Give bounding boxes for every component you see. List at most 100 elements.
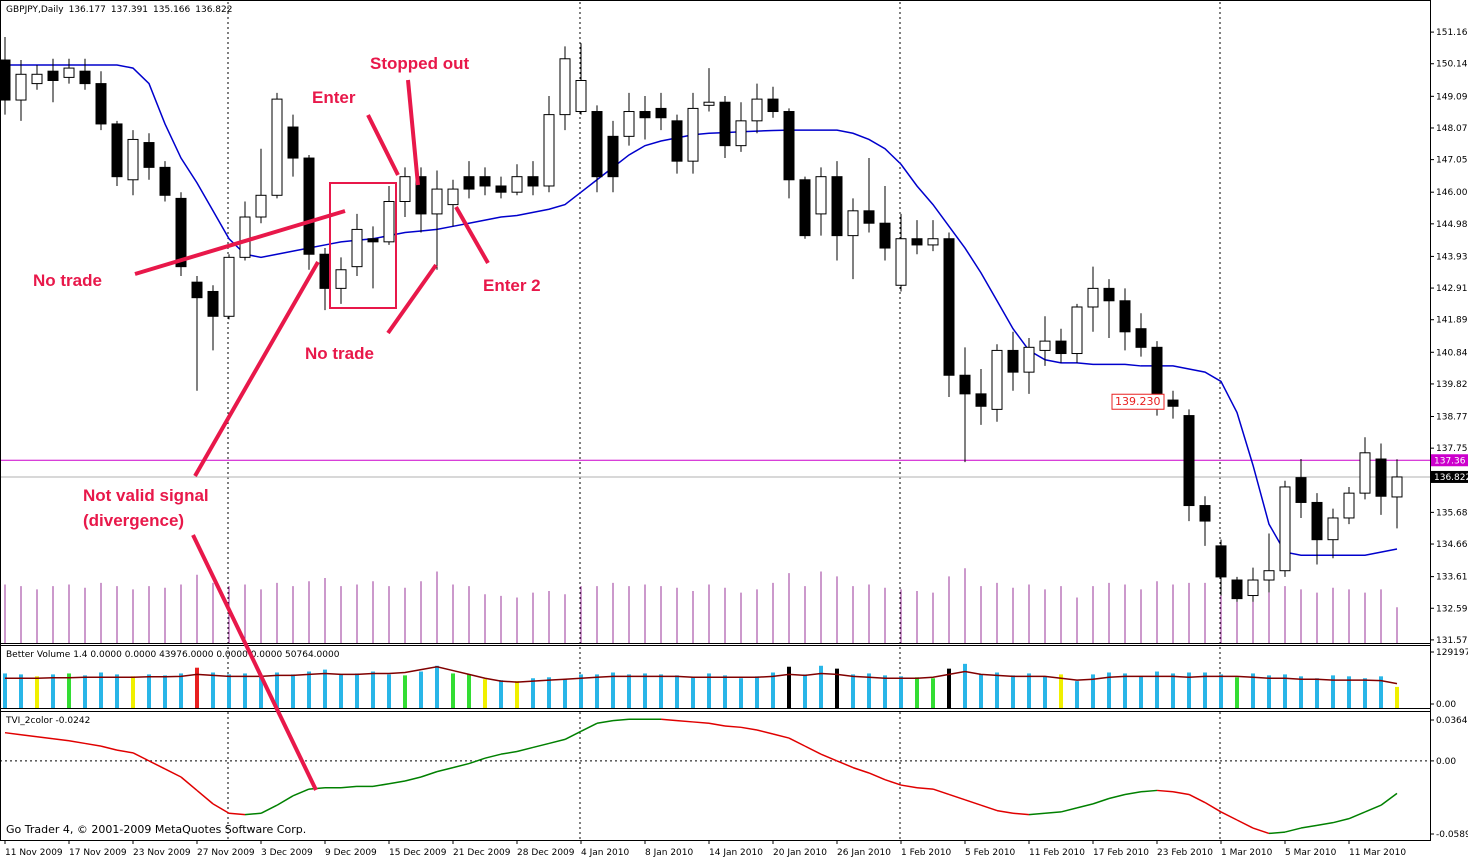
candle-body bbox=[895, 238, 907, 286]
candle-body bbox=[559, 58, 571, 116]
volume-bar bbox=[83, 675, 87, 708]
volume-bar bbox=[723, 675, 727, 708]
candle-body bbox=[1215, 545, 1227, 578]
candle-body bbox=[95, 83, 107, 125]
symbol: GBPJPY,Daily bbox=[6, 5, 64, 15]
candle-body bbox=[1039, 340, 1051, 351]
x-tick-label: 14 Jan 2010 bbox=[709, 848, 763, 858]
volume-bar bbox=[915, 677, 919, 708]
volume-bar bbox=[339, 674, 343, 708]
tvi-segment bbox=[372, 782, 390, 788]
y-tick-label: 133.610 bbox=[1436, 573, 1468, 583]
candle-body bbox=[367, 238, 379, 243]
ohlc-value: 137.391 bbox=[111, 5, 148, 15]
x-tick-label: 5 Feb 2010 bbox=[965, 848, 1016, 858]
tvi-segment bbox=[36, 735, 54, 740]
volume-bar bbox=[819, 665, 823, 708]
tvi-segment bbox=[1204, 801, 1222, 813]
candle-body bbox=[287, 126, 299, 159]
tvi-segment bbox=[212, 803, 230, 814]
annotation: (divergence) bbox=[83, 511, 184, 530]
tvi-segment bbox=[452, 762, 470, 769]
volume-bar bbox=[1027, 673, 1031, 708]
candle-body bbox=[191, 281, 203, 299]
candle-body bbox=[175, 197, 187, 268]
tvi-segment bbox=[1044, 811, 1062, 815]
volume-bar bbox=[323, 669, 327, 708]
moving-average bbox=[5, 64, 1398, 556]
candle-body bbox=[831, 176, 843, 237]
candle-body bbox=[415, 176, 427, 215]
candle-body bbox=[351, 228, 363, 268]
volume-bar bbox=[1075, 681, 1079, 708]
volume-bar bbox=[1171, 673, 1175, 708]
candle-body bbox=[991, 349, 1003, 410]
annotation-shapes bbox=[134, 79, 490, 791]
candle-body bbox=[127, 138, 139, 181]
annotation: Stopped out bbox=[370, 54, 469, 73]
tvi-segment bbox=[1140, 789, 1158, 793]
x-tick-label: 15 Dec 2009 bbox=[389, 848, 447, 858]
volume-bar bbox=[1315, 678, 1319, 708]
x-tick-label: 4 Jan 2010 bbox=[581, 848, 629, 858]
indicator-title: TVI_2color -0.0242 bbox=[5, 716, 90, 726]
volume-bar bbox=[371, 671, 375, 708]
candle-body bbox=[383, 200, 395, 243]
tvi-segment bbox=[1060, 807, 1078, 813]
tvi-segment bbox=[1028, 812, 1046, 816]
candle-body bbox=[319, 253, 331, 289]
tvi-segment bbox=[948, 793, 966, 801]
tvi-segment bbox=[916, 787, 934, 790]
candle-body bbox=[1263, 570, 1275, 581]
candle-body bbox=[815, 176, 827, 215]
volume-bar bbox=[659, 674, 663, 708]
volume-bar bbox=[611, 672, 615, 708]
candle-body bbox=[927, 238, 939, 246]
y-tick-label: 141.890 bbox=[1436, 316, 1468, 326]
tvi-segment bbox=[68, 740, 86, 745]
tvi-segment bbox=[1076, 803, 1094, 809]
candle-body bbox=[495, 185, 507, 193]
volume-bar bbox=[947, 668, 951, 708]
tvi-segment bbox=[1364, 804, 1382, 813]
volume-bar bbox=[227, 674, 231, 708]
volume-bar bbox=[1283, 674, 1287, 708]
volume-bar bbox=[51, 674, 55, 708]
volume-bar bbox=[387, 674, 391, 708]
volume-bar bbox=[499, 680, 503, 708]
x-tick-label: 23 Feb 2010 bbox=[1157, 848, 1213, 858]
tvi-segment bbox=[980, 804, 998, 812]
volume-bar bbox=[3, 673, 7, 708]
candle-body bbox=[1183, 415, 1195, 507]
tvi-segment bbox=[772, 733, 790, 739]
volume-bar bbox=[931, 678, 935, 708]
candle-body bbox=[527, 176, 539, 187]
volume-bar bbox=[1123, 673, 1127, 708]
candle-body bbox=[703, 101, 715, 106]
tvi-segment bbox=[580, 722, 598, 733]
volume-bar bbox=[403, 675, 407, 708]
tvi-segment bbox=[1300, 824, 1318, 829]
tvi-segment bbox=[884, 778, 902, 786]
candle-body bbox=[1103, 287, 1115, 302]
tvi-segment bbox=[1156, 789, 1174, 793]
candle-body bbox=[143, 142, 155, 168]
annotation-box bbox=[329, 182, 397, 309]
y-tick-label: 135.680 bbox=[1436, 508, 1468, 518]
candle-body bbox=[879, 222, 891, 249]
candle-body bbox=[1295, 477, 1307, 503]
candle-body bbox=[47, 70, 59, 81]
plot: 151.160 150.140 149.090 148.070 147.050 146.0… bbox=[0, 5, 1468, 858]
tvi-segment bbox=[1284, 827, 1302, 833]
tvi-segment bbox=[1108, 793, 1126, 800]
x-tick-label: 5 Mar 2010 bbox=[1285, 848, 1337, 858]
tvi-segment bbox=[836, 760, 854, 769]
annotation-line bbox=[406, 79, 420, 186]
tvi-segment bbox=[676, 719, 694, 723]
tvi-segment bbox=[484, 753, 502, 759]
volume-bar bbox=[835, 668, 839, 708]
tvi-segment bbox=[868, 772, 886, 781]
price-label: 137.36 bbox=[1434, 456, 1466, 466]
candle-body bbox=[591, 111, 603, 178]
tvi-segment bbox=[420, 770, 438, 778]
